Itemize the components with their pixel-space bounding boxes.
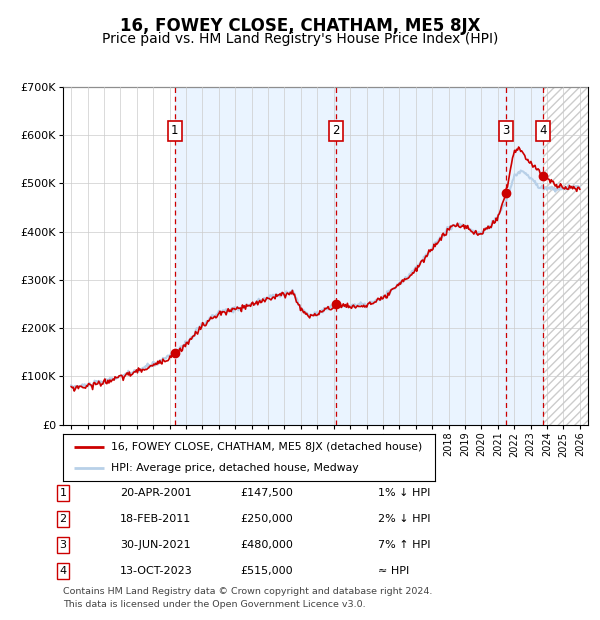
Text: This data is licensed under the Open Government Licence v3.0.: This data is licensed under the Open Gov…: [63, 600, 365, 609]
Text: 20-APR-2001: 20-APR-2001: [120, 488, 191, 498]
Text: Contains HM Land Registry data © Crown copyright and database right 2024.: Contains HM Land Registry data © Crown c…: [63, 587, 433, 596]
Bar: [335, 87, 506, 425]
Text: 4: 4: [539, 124, 547, 137]
Text: 13-OCT-2023: 13-OCT-2023: [120, 566, 193, 576]
Text: 4: 4: [59, 566, 67, 576]
Text: Price paid vs. HM Land Registry's House Price Index (HPI): Price paid vs. HM Land Registry's House …: [102, 32, 498, 46]
Text: 30-JUN-2021: 30-JUN-2021: [120, 540, 191, 550]
Text: £147,500: £147,500: [240, 488, 293, 498]
Text: 7% ↑ HPI: 7% ↑ HPI: [378, 540, 431, 550]
Text: £480,000: £480,000: [240, 540, 293, 550]
Text: 1: 1: [171, 124, 178, 137]
Text: 3: 3: [502, 124, 509, 137]
Text: 1% ↓ HPI: 1% ↓ HPI: [378, 488, 430, 498]
Text: £515,000: £515,000: [240, 566, 293, 576]
Text: HPI: Average price, detached house, Medway: HPI: Average price, detached house, Medw…: [112, 463, 359, 473]
Bar: [544, 87, 588, 425]
Text: 16, FOWEY CLOSE, CHATHAM, ME5 8JX: 16, FOWEY CLOSE, CHATHAM, ME5 8JX: [120, 17, 480, 35]
Text: 2% ↓ HPI: 2% ↓ HPI: [378, 514, 431, 524]
Text: 2: 2: [332, 124, 340, 137]
Text: 18-FEB-2011: 18-FEB-2011: [120, 514, 191, 524]
Bar: [506, 87, 544, 425]
Text: ≈ HPI: ≈ HPI: [378, 566, 409, 576]
Text: 16, FOWEY CLOSE, CHATHAM, ME5 8JX (detached house): 16, FOWEY CLOSE, CHATHAM, ME5 8JX (detac…: [112, 441, 422, 451]
Text: 1: 1: [59, 488, 67, 498]
Text: £250,000: £250,000: [240, 514, 293, 524]
Text: 3: 3: [59, 540, 67, 550]
Bar: [544, 87, 588, 425]
Bar: [175, 87, 335, 425]
Text: 2: 2: [59, 514, 67, 524]
